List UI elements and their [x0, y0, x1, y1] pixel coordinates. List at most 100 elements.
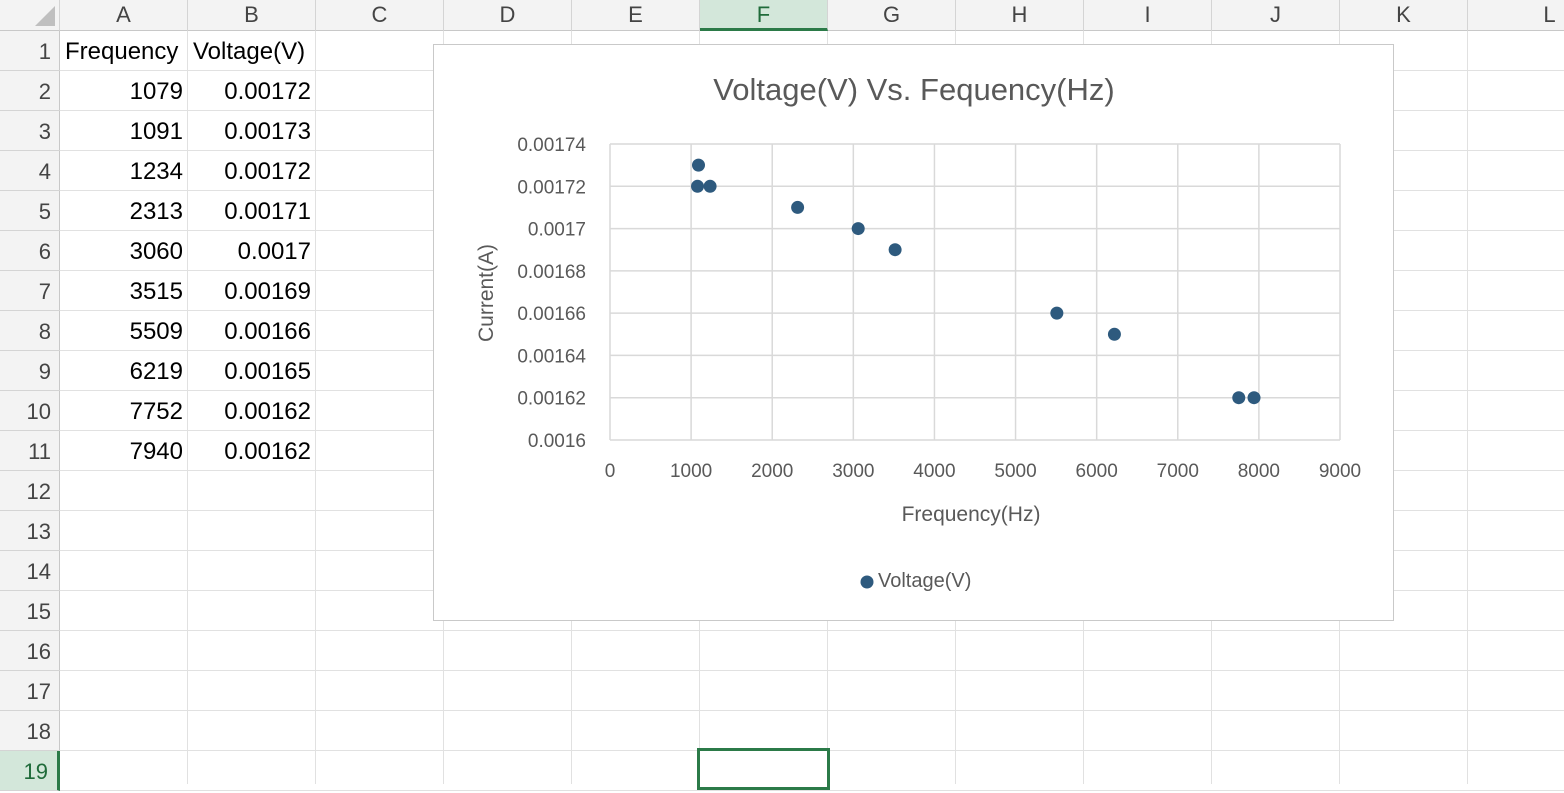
x-tick-label: 9000 [1319, 461, 1361, 482]
row-header-4[interactable]: 4 [0, 151, 60, 191]
row-header-11[interactable]: 11 [0, 431, 60, 471]
column-header-j[interactable]: J [1212, 0, 1340, 31]
data-point[interactable] [1107, 327, 1121, 341]
gridline-vertical [187, 31, 188, 784]
column-header-f[interactable]: F [700, 0, 828, 31]
select-all-triangle-icon [35, 6, 55, 26]
row-header-8[interactable]: 8 [0, 311, 60, 351]
y-axis-ticks: 0.0016 0.00162 0.00164 0.00166 0.00168 0.0017… [517, 135, 586, 452]
cell-b8[interactable]: 0.00166 [224, 318, 311, 345]
x-tick-label: 0 [605, 461, 616, 482]
column-header-h[interactable]: H [956, 0, 1084, 31]
x-tick-label: 8000 [1238, 461, 1280, 482]
column-header-d[interactable]: D [444, 0, 572, 31]
y-tick-label: 0.00168 [517, 262, 586, 283]
x-tick-label: 2000 [751, 461, 793, 482]
row-header-19[interactable]: 19 [0, 751, 60, 791]
row-header-9[interactable]: 9 [0, 351, 60, 391]
cell-a6[interactable]: 3060 [129, 238, 183, 265]
y-tick-label: 0.00166 [517, 304, 586, 325]
cell-b5[interactable]: 0.00171 [224, 198, 311, 225]
row-header-16[interactable]: 16 [0, 631, 60, 671]
column-header-l[interactable]: L [1468, 0, 1564, 31]
cell-b6[interactable]: 0.0017 [237, 238, 311, 265]
column-header-i[interactable]: I [1084, 0, 1212, 31]
cell-b7[interactable]: 0.00169 [224, 278, 311, 305]
cell-b3[interactable]: 0.00173 [224, 118, 311, 145]
cell-b11[interactable]: 0.00162 [224, 438, 311, 465]
data-point[interactable] [791, 200, 805, 214]
column-header-b[interactable]: B [188, 0, 316, 31]
row-header-14[interactable]: 14 [0, 551, 60, 591]
row-header-6[interactable]: 6 [0, 231, 60, 271]
cell-a9[interactable]: 6219 [129, 358, 183, 385]
gridline-horizontal [60, 630, 1564, 631]
data-point[interactable] [1247, 391, 1261, 405]
data-points [691, 158, 1261, 405]
row-header-13[interactable]: 13 [0, 511, 60, 551]
y-tick-label: 0.0017 [528, 220, 586, 241]
row-header-12[interactable]: 12 [0, 471, 60, 511]
row-header-7[interactable]: 7 [0, 271, 60, 311]
cell-a2[interactable]: 1079 [129, 78, 183, 105]
row-header-10[interactable]: 10 [0, 391, 60, 431]
data-point[interactable] [703, 179, 717, 193]
y-tick-label: 0.00164 [517, 346, 586, 367]
chart-title: Voltage(V) Vs. Fequency(Hz) [713, 72, 1114, 107]
data-point[interactable] [691, 158, 705, 172]
cell-b1[interactable]: Voltage(V) [193, 38, 306, 65]
legend-label: Voltage(V) [878, 570, 971, 592]
cell-a11[interactable]: 7940 [129, 438, 183, 465]
cell-b4[interactable]: 0.00172 [224, 158, 311, 185]
x-tick-label: 6000 [1076, 461, 1118, 482]
row-header-15[interactable]: 15 [0, 591, 60, 631]
legend-marker-icon [860, 575, 874, 589]
cell-b2[interactable]: 0.00172 [224, 78, 311, 105]
data-point[interactable] [1232, 391, 1246, 405]
data-point[interactable] [888, 243, 902, 257]
cell-a8[interactable]: 5509 [129, 318, 183, 345]
row-header-5[interactable]: 5 [0, 191, 60, 231]
chart-svg: 0.0016 0.00162 0.00164 0.00166 0.00168 0.0017… [475, 72, 1361, 592]
scatter-chart[interactable]: 0.0016 0.00162 0.00164 0.00166 0.00168 0.0017… [433, 44, 1394, 621]
chart-gridlines [609, 143, 1341, 441]
row-header-2[interactable]: 2 [0, 71, 60, 111]
cell-b10[interactable]: 0.00162 [224, 398, 311, 425]
x-tick-label: 3000 [832, 461, 874, 482]
x-axis-title: Frequency(Hz) [902, 503, 1041, 526]
x-axis-ticks: 0 1000 2000 3000 4000 5000 6000 7000 8000 9000 [605, 461, 1361, 482]
cell-a5[interactable]: 2313 [129, 198, 183, 225]
x-tick-label: 5000 [994, 461, 1036, 482]
gridline-vertical [1467, 31, 1468, 784]
cell-a10[interactable]: 7752 [129, 398, 183, 425]
cell-a1[interactable]: Frequency [65, 38, 179, 65]
legend: Voltage(V) [860, 570, 971, 592]
x-tick-label: 4000 [913, 461, 955, 482]
cell-a3[interactable]: 1091 [129, 118, 183, 145]
cell-b9[interactable]: 0.00165 [224, 358, 311, 385]
select-all-corner[interactable] [0, 0, 60, 31]
column-header-a[interactable]: A [60, 0, 188, 31]
column-header-g[interactable]: G [828, 0, 956, 31]
y-tick-label: 0.0016 [528, 431, 586, 452]
data-point[interactable] [851, 222, 865, 236]
row-header-3[interactable]: 3 [0, 111, 60, 151]
row-header-17[interactable]: 17 [0, 671, 60, 711]
y-axis-title: Current(A) [475, 244, 498, 342]
row-header-18[interactable]: 18 [0, 711, 60, 751]
y-tick-label: 0.00162 [517, 389, 586, 410]
gridline-horizontal [60, 710, 1564, 711]
gridline-horizontal [60, 670, 1564, 671]
data-point[interactable] [1050, 306, 1064, 320]
column-header-c[interactable]: C [316, 0, 444, 31]
cell-a7[interactable]: 3515 [129, 278, 183, 305]
column-header-k[interactable]: K [1340, 0, 1468, 31]
row-header-1[interactable]: 1 [0, 31, 60, 71]
y-tick-label: 0.00174 [517, 135, 586, 156]
cell-a4[interactable]: 1234 [129, 158, 183, 185]
data-point[interactable] [691, 179, 705, 193]
gridline-vertical [315, 31, 316, 784]
y-tick-label: 0.00172 [517, 177, 586, 198]
column-header-e[interactable]: E [572, 0, 700, 31]
